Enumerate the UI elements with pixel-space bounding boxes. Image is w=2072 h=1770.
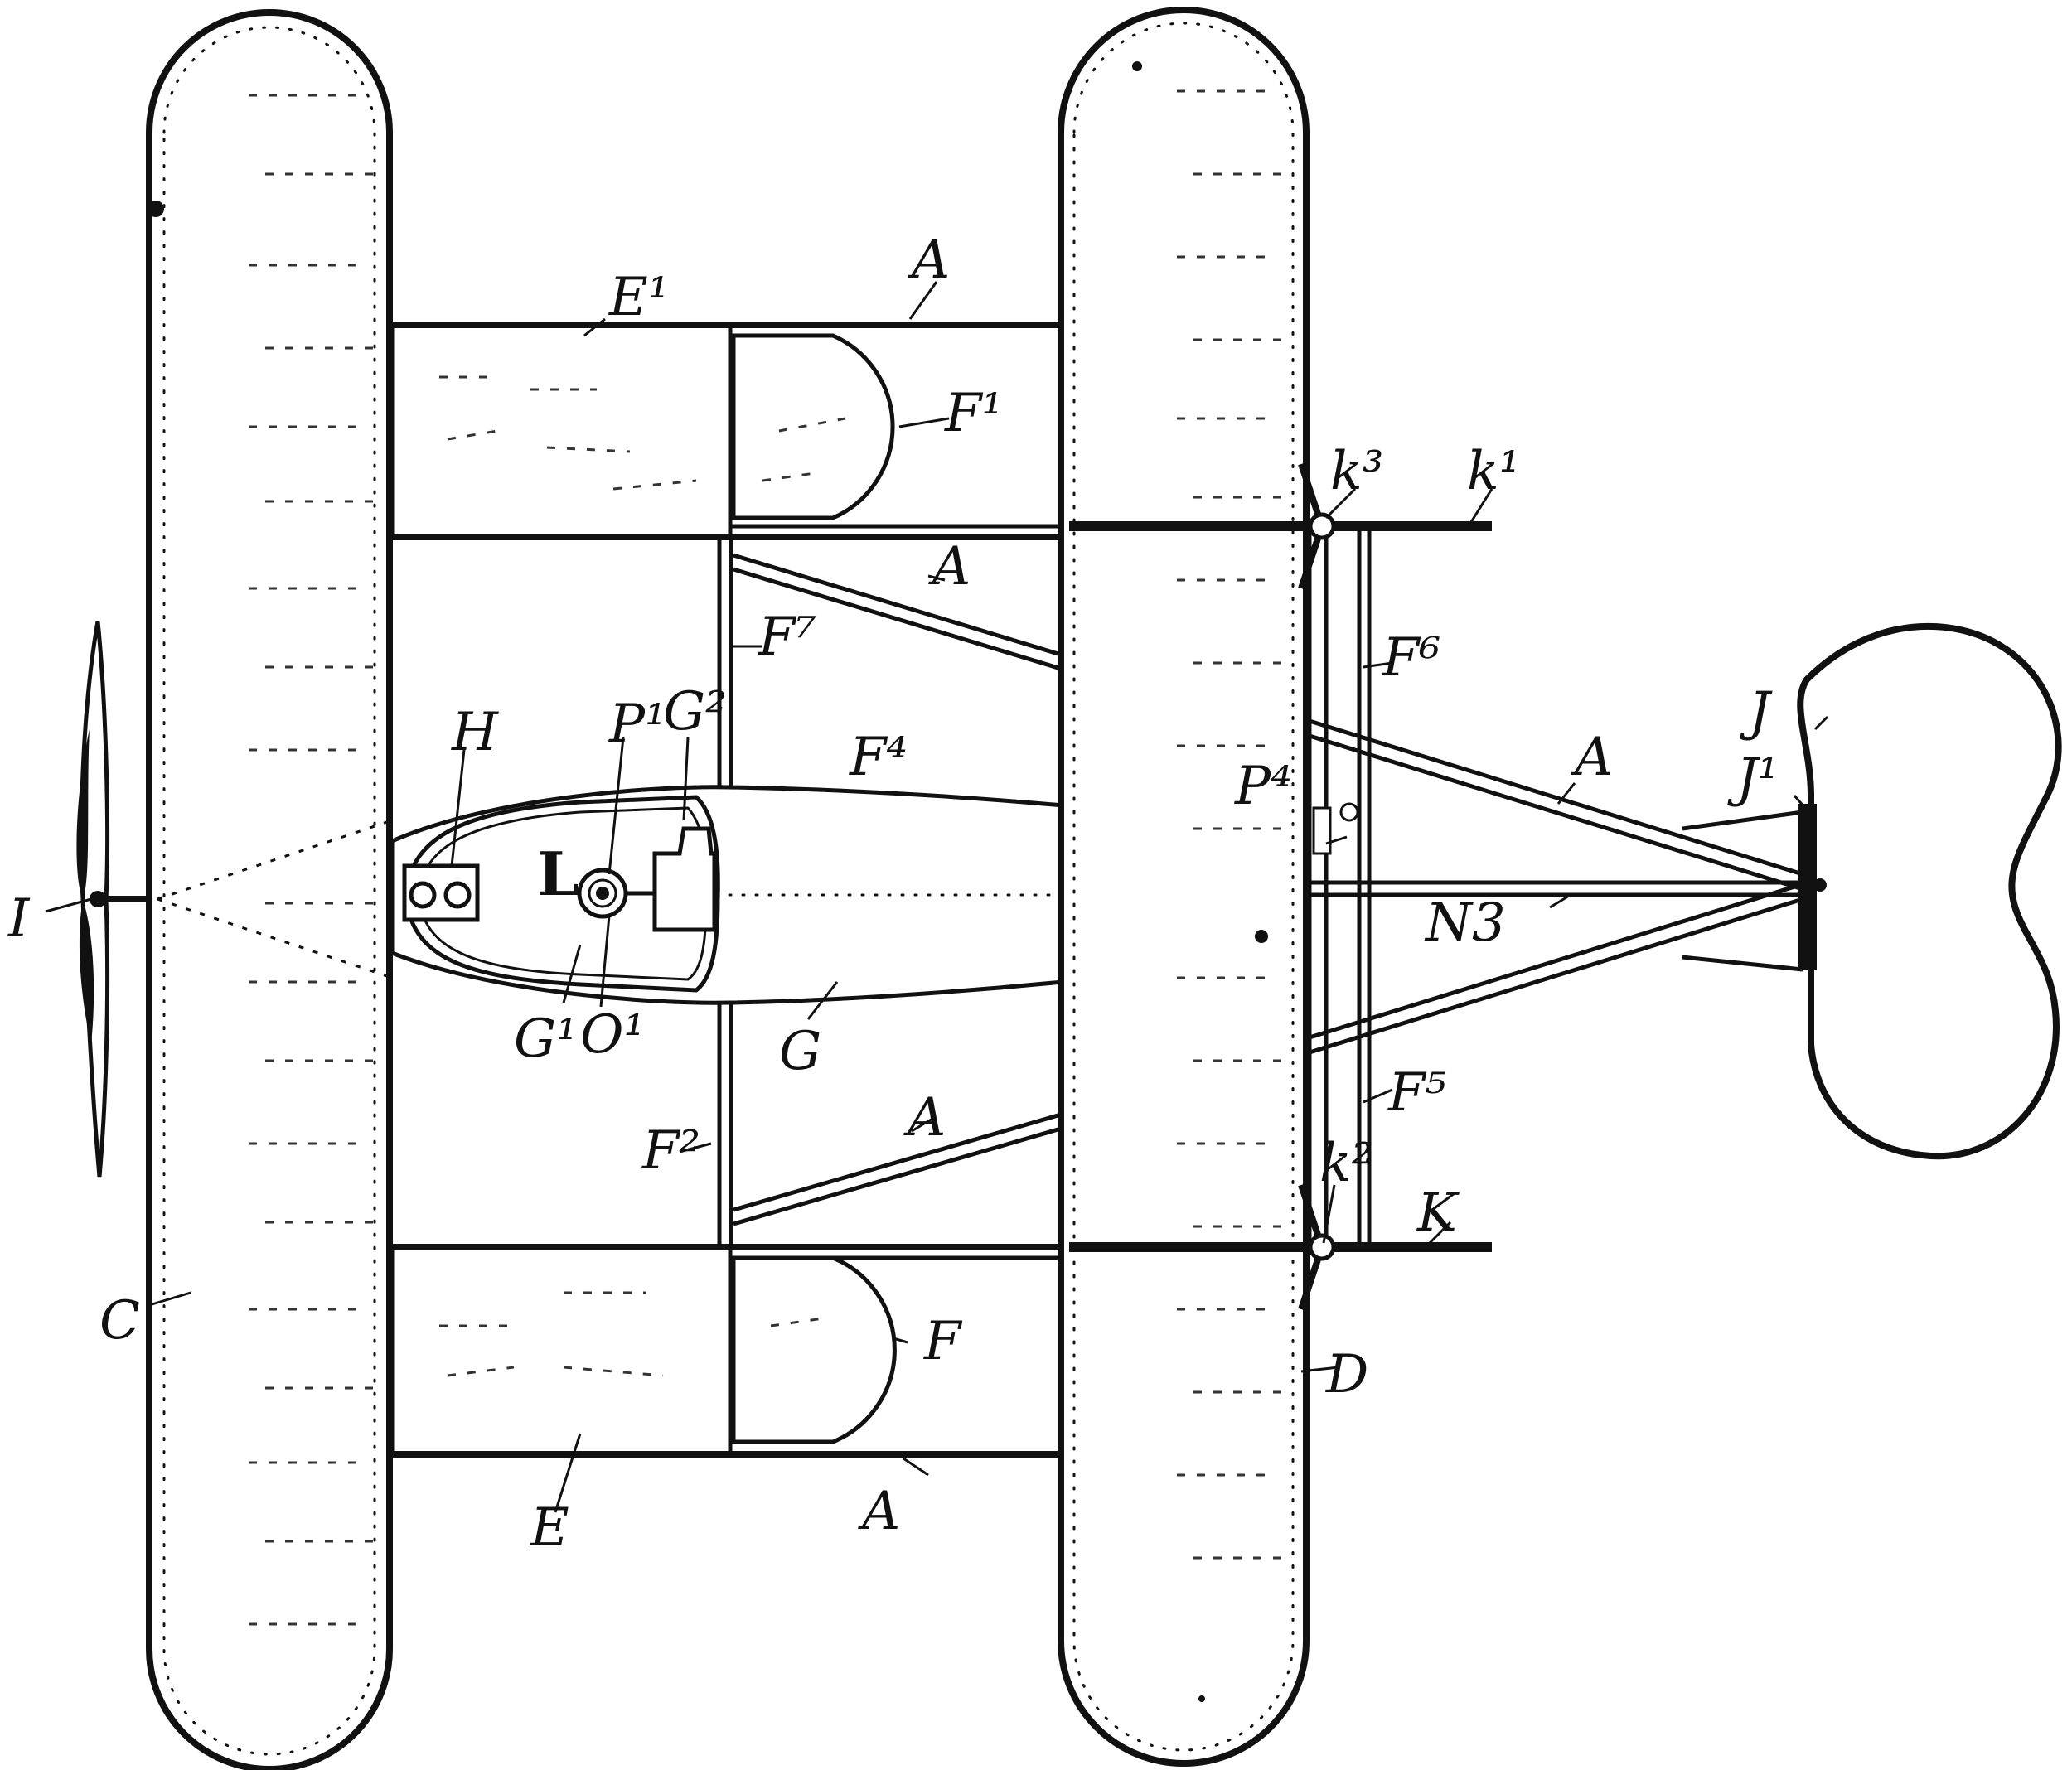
center-frame [717, 537, 1062, 1247]
label-f2: F² [641, 1120, 700, 1182]
label-f: F [923, 1311, 963, 1372]
label-e: E [530, 1497, 569, 1559]
rudder [1797, 622, 2062, 1160]
reference-labels: A E¹ F¹ A F⁷ k³ k¹ F⁶ J A J¹ P⁴ N3 F⁵ k²… [7, 230, 1779, 1559]
label-j: J [1740, 681, 1773, 742]
label-k1: k¹ [1467, 441, 1520, 502]
label-e1: E¹ [608, 267, 669, 328]
front-wing [146, 9, 393, 1770]
label-l: L [537, 839, 579, 909]
rear-wing [1058, 7, 1310, 1767]
label-i: I [7, 888, 31, 950]
engine [402, 863, 480, 922]
label-p1: P¹ [608, 694, 666, 755]
label-a-top: A [908, 230, 950, 291]
label-d: D [1325, 1344, 1368, 1405]
label-f7: F⁷ [758, 607, 816, 668]
label-c: C [99, 1290, 140, 1352]
label-g1: G¹ [514, 1008, 578, 1070]
upper-float [390, 322, 1061, 540]
seat [652, 826, 717, 932]
label-k: K [1416, 1182, 1460, 1244]
label-k2: k² [1319, 1133, 1372, 1194]
tail-frame [1069, 462, 1803, 1311]
label-a-bottom: A [858, 1481, 900, 1542]
label-j1: J¹ [1727, 747, 1779, 809]
label-a-upper-brace: A [928, 536, 971, 597]
label-f6: F⁶ [1382, 627, 1440, 689]
label-g2: G² [663, 681, 727, 742]
leader-lines [45, 281, 1829, 1513]
label-n3: N3 [1424, 892, 1506, 954]
label-h: H [451, 702, 499, 763]
label-f4: F⁴ [849, 727, 908, 788]
label-g: G [779, 1021, 821, 1082]
lower-float [390, 1244, 1061, 1458]
label-o1: O¹ [580, 1004, 645, 1066]
label-f1: F¹ [944, 383, 1003, 444]
control-wheel [577, 868, 655, 919]
label-a-tail: A [1571, 727, 1613, 788]
label-k3: k³ [1330, 441, 1383, 502]
label-f5: F⁵ [1387, 1062, 1446, 1124]
label-a-lower-brace: A [903, 1087, 946, 1149]
label-p4: P⁴ [1234, 756, 1292, 817]
